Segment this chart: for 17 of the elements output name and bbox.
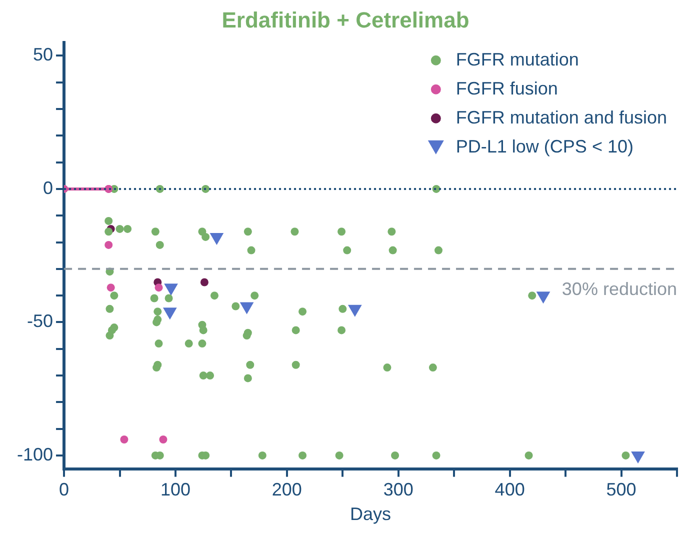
x-tick-label: 300 — [383, 480, 414, 500]
legend-label: FGFR fusion — [456, 78, 558, 98]
x-tick-label: 200 — [272, 480, 302, 500]
legend-label: FGFR mutation — [456, 49, 579, 70]
x-tick-label: 400 — [494, 480, 525, 500]
x-tick-label: 100 — [160, 480, 190, 500]
legend-label: PD-L1 low (CPS < 10) — [456, 136, 634, 156]
legend-label: FGFR mutation and fusion — [456, 107, 668, 128]
y-tick-label: 0 — [43, 178, 54, 198]
x-tick-label: 0 — [59, 480, 70, 500]
y-tick-label: -50 — [27, 311, 54, 332]
ref-line-label: 30% reduction — [562, 278, 677, 299]
y-tick-label: -100 — [16, 444, 54, 464]
y-tick-label: 50 — [32, 44, 54, 65]
x-tick-label: 500 — [606, 480, 636, 500]
chart-title: Erdafitinib + Cetrelimab — [222, 7, 470, 32]
x-axis-title: Days — [350, 504, 392, 524]
